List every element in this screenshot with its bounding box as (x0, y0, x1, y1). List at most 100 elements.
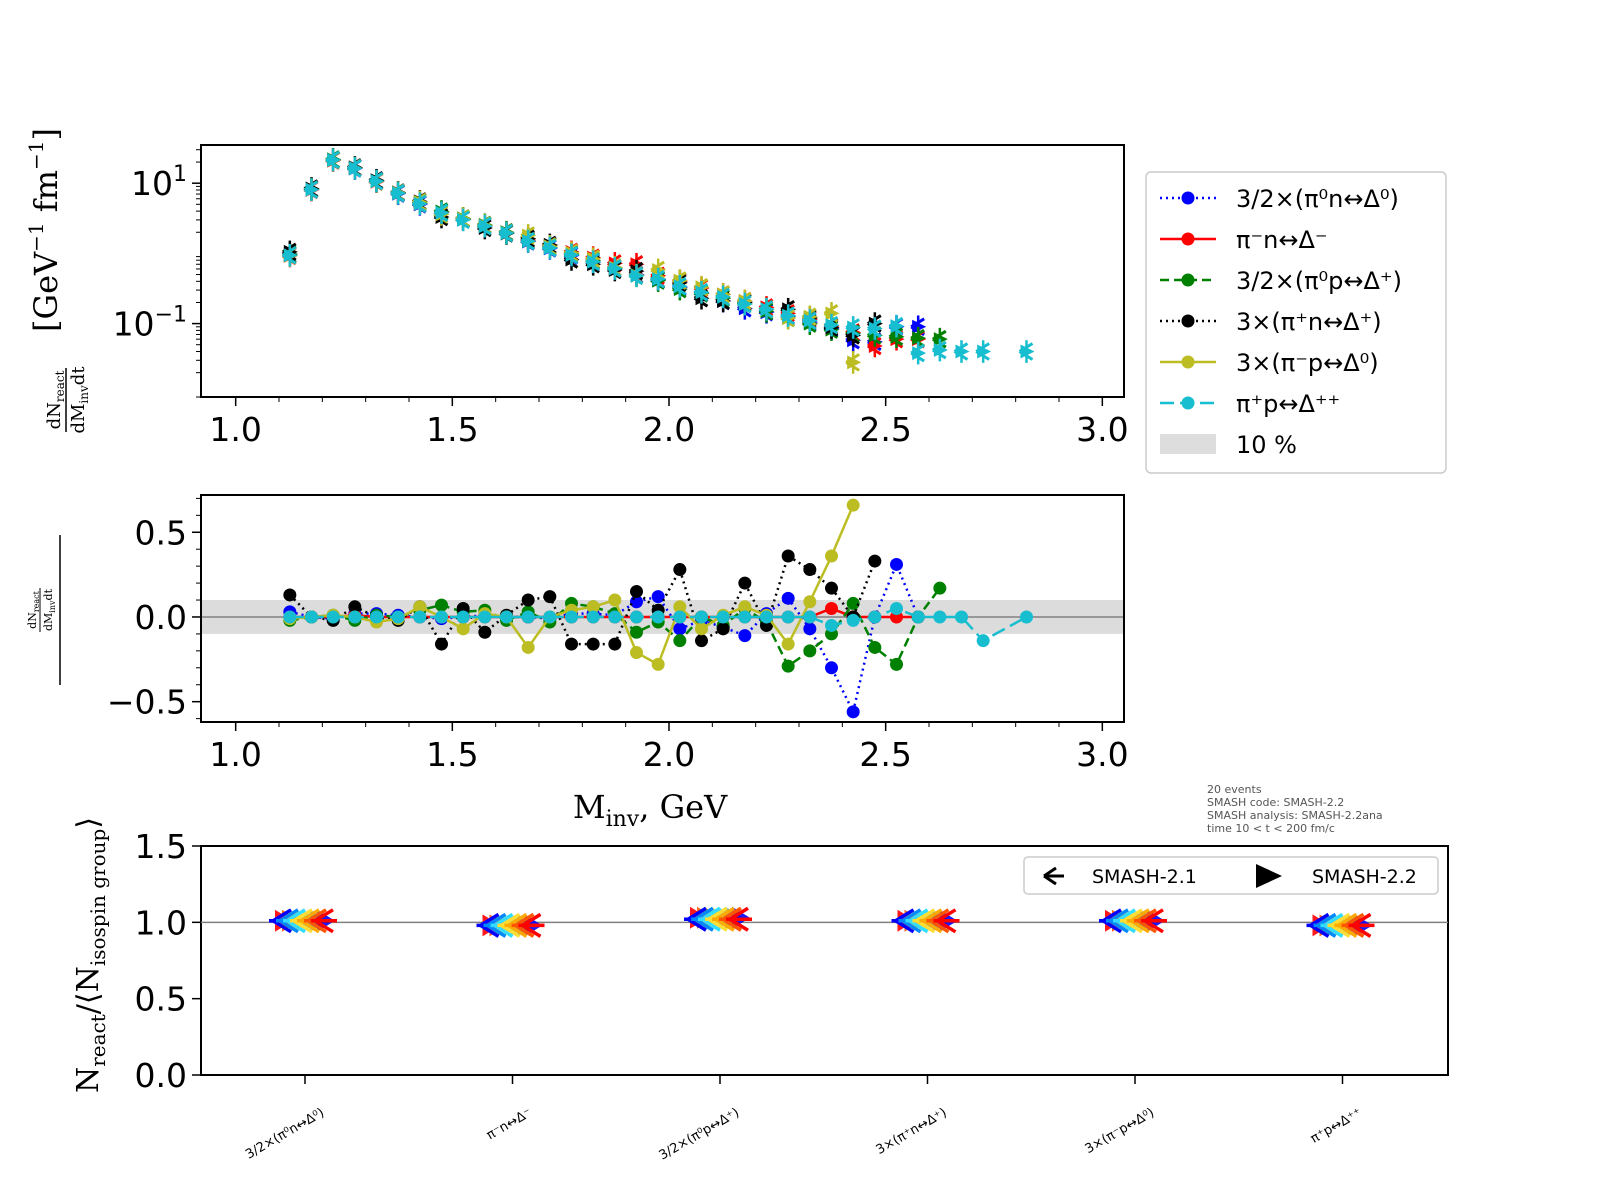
svg-text:[GeV−1 fm−1]: [GeV−1 fm−1] (24, 128, 65, 332)
top-x-ticks: 1.0 1.5 2.0 2.5 3.0 (209, 397, 1129, 449)
top-marker-new-p (847, 320, 862, 335)
mid-point-p (413, 610, 427, 624)
mid-point-3-2-p (435, 598, 448, 612)
mid-point-3-n (586, 637, 600, 651)
mid-point-3-2-p (673, 634, 687, 648)
legend-swatch-band (1160, 434, 1216, 454)
legend-frame (1145, 171, 1447, 474)
mid-point-p (326, 610, 340, 624)
svg-text:dNreact: dNreact (26, 590, 41, 628)
middle-panel: 1.0 1.5 2.0 2.5 3.0 0.50.0−0.5 Minv, GeV dNr… (26, 494, 1129, 832)
mid-point-3-2-p (630, 625, 643, 639)
legend-label-1: π⁻n↔Δ⁻ (1236, 226, 1328, 254)
mid-point-p (348, 610, 362, 624)
top-y-ticks: 101 10−1 (113, 149, 201, 398)
top-marker-new-p (522, 234, 537, 249)
top-marker-new-p (543, 240, 558, 255)
top-marker-new-p (630, 268, 645, 283)
legend-label-5: π⁺p↔Δ⁺⁺ (1236, 390, 1340, 418)
top-marker-new-p (283, 248, 298, 263)
mid-ytick-label-1: 0.0 (135, 598, 187, 637)
mid-point-3-n (781, 549, 795, 563)
top-ylabel-num-sub: react (53, 370, 67, 402)
mid-point-3-n (348, 600, 362, 614)
mid-point-3-2-p (781, 659, 795, 673)
mid-point-p (911, 610, 925, 624)
top-ylabel-units-sup: −1 (24, 222, 48, 251)
top-ylabel-units-tail: fm (27, 170, 65, 212)
bot-ytick-label-0: 0.0 (135, 1056, 187, 1095)
mid-point-3-n (630, 585, 643, 599)
mid-ytick-label-0: 0.5 (135, 513, 187, 552)
mid-point-3-2-n (738, 629, 752, 643)
top-marker-new-p (587, 254, 602, 269)
mid-point-p (738, 610, 752, 624)
mid-point-3-2-p (803, 644, 817, 658)
svg-text:dNreact: dNreact (44, 370, 67, 429)
bot-category-label-4: 3×(π⁻p↔Δ⁰) (1083, 1105, 1157, 1157)
top-marker-new-p (370, 174, 385, 189)
top-y-axis-label: dNreact dMinvdt [GeV−1 fm−1] (24, 128, 91, 433)
top-marker-new-p (933, 343, 948, 358)
mid-point-3-p (673, 600, 687, 614)
top-marker-new-p (327, 152, 342, 167)
mid-xlabel-sub: inv (606, 807, 640, 832)
bot-category-label-3: 3×(π⁺n↔Δ⁺) (874, 1105, 950, 1157)
mid-ylabel-den-tail: dt (42, 588, 55, 600)
mid-point-3-p (825, 549, 838, 563)
top-marker-new-p (435, 205, 450, 220)
top-marker-new-p (803, 313, 818, 328)
mid-y-ticks: 0.5 0.0 −0.5 (107, 497, 201, 722)
mid-point-p (673, 610, 687, 624)
bot-legend-marker-smash-2-2 (1256, 864, 1282, 888)
top-marker-new-3-p (847, 355, 862, 370)
legend-marker-3-2-p (1181, 273, 1195, 287)
top-marker-new-p (977, 344, 992, 359)
legend: 3/2×(π⁰n↔Δ⁰) π⁻n↔Δ⁻ 3/2×(π⁰p↔Δ⁺) 3×(π⁺n↔Δ⁺)… (1145, 171, 1447, 474)
mid-point-p (716, 610, 730, 624)
mid-point-3-n (608, 637, 622, 651)
mid-point-p (955, 610, 968, 624)
mid-point-p (521, 610, 535, 624)
mid-point-n (825, 602, 838, 615)
mid-point-p (760, 610, 773, 624)
top-marker-new-p (673, 279, 688, 294)
legend-items: 3/2×(π⁰n↔Δ⁰) π⁻n↔Δ⁻ 3/2×(π⁰p↔Δ⁺) 3×(π⁺n↔Δ⁺)… (1160, 185, 1402, 459)
bot-marker-old-3-n (933, 908, 960, 934)
bot-category-label-0: 3/2×(π⁰n↔Δ⁰) (243, 1105, 327, 1162)
top-marker-new-3-p (825, 306, 840, 321)
top-xtick-label-1: 1.5 (426, 410, 478, 449)
mid-point-3-p (413, 600, 427, 614)
mid-point-3-p (456, 622, 470, 636)
bot-legend-label-0: SMASH-2.1 (1092, 866, 1197, 888)
mid-xlabel-tail: , GeV (639, 788, 728, 826)
mid-point-3-2-n (651, 590, 665, 604)
mid-point-3-p (521, 640, 535, 654)
mid-point-3-2-n (846, 705, 860, 719)
top-ylabel-den-sub: inv (77, 385, 91, 404)
legend-label-2: 3/2×(π⁰p↔Δ⁺) (1236, 267, 1402, 295)
mid-plot-frame (200, 494, 1125, 723)
mid-point-p (370, 610, 383, 624)
top-marker-new-p (392, 186, 407, 201)
mid-point-p (305, 610, 318, 624)
mid-point-3-2-n (890, 557, 903, 571)
bot-ytick-label-1: 0.5 (135, 980, 187, 1019)
bot-category-label-5: π⁺p↔Δ⁺⁺ (1308, 1105, 1364, 1146)
mid-point-p (651, 610, 665, 624)
bottom-x-ticks: 3/2×(π⁰n↔Δ⁰) π⁻n↔Δ⁻ 3/2×(π⁰p↔Δ⁺) 3×(π⁺n↔Δ⁺)… (243, 1075, 1365, 1163)
legend-marker-3-p (1181, 355, 1195, 369)
mid-point-p (781, 610, 795, 624)
mid-point-3-2-p (846, 596, 860, 610)
bottom-y-ticks: 0.0 0.5 1.0 1.5 (135, 827, 201, 1095)
bottom-y-axis-label: Nreact/⟨Nisospin group⟩ (71, 817, 110, 1093)
legend-label-4: 3×(π⁻p↔Δ⁰) (1236, 349, 1379, 377)
top-marker-new-p (608, 261, 623, 276)
legend-marker-p (1181, 396, 1195, 410)
top-xtick-label-4: 3.0 (1076, 410, 1128, 449)
mid-ylabel-den: dM (42, 613, 55, 631)
legend-marker-3-n (1181, 314, 1195, 328)
mid-point-p (456, 610, 470, 624)
mid-point-3-p (781, 637, 795, 651)
mid-point-p (846, 613, 860, 627)
